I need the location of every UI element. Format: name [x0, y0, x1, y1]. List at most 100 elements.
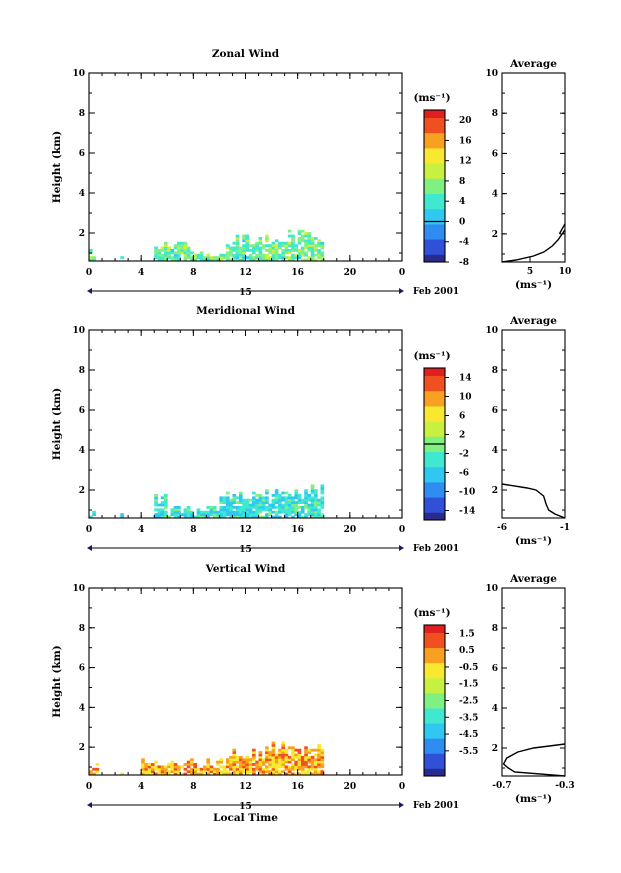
heatmap-cell [222, 253, 227, 257]
heatmap-cell [242, 760, 246, 764]
heatmap-cell [232, 748, 237, 752]
heatmap-cell [225, 760, 230, 764]
heatmap-cell [304, 501, 308, 504]
heatmap-cell [157, 256, 162, 259]
heatmap-cell [278, 763, 282, 766]
heatmap-cell [261, 515, 266, 519]
colorbar-segment [424, 148, 445, 151]
heatmap-cell [281, 498, 286, 502]
heatmap-cell [281, 258, 286, 262]
heatmap-cell [170, 767, 175, 771]
heatmap-cell [245, 770, 250, 774]
average-profile-branch [558, 223, 566, 235]
y-tick-label: 10 [72, 69, 85, 79]
heatmap-cell [238, 760, 243, 764]
heatmap-cell [203, 770, 207, 774]
heatmap-cell [320, 506, 325, 509]
heatmap-cell [278, 508, 282, 512]
colorbar-tick-label: -1.5 [459, 680, 478, 690]
heatmap-cell [235, 246, 240, 250]
heatmap-cell [294, 513, 299, 516]
heatmap-cell [320, 770, 325, 774]
x-tick-label: 16 [291, 268, 304, 278]
heatmap-cell [238, 515, 243, 519]
x-tick-label: 8 [190, 782, 196, 792]
heatmap-cell [265, 508, 269, 512]
heatmap-cell [307, 246, 312, 250]
colorbar-segment [424, 251, 445, 255]
heatmap-cell [320, 484, 325, 488]
heatmap-cell [294, 763, 299, 766]
heatmap-cell [235, 496, 240, 500]
colorbar-tick-label: 6 [459, 412, 465, 422]
average-y-tick-label: 8 [492, 624, 498, 634]
heatmap-cell [271, 758, 276, 762]
colorbar-segment [424, 672, 445, 676]
heatmap-cell [255, 498, 259, 502]
heatmap-cell [274, 249, 279, 252]
heatmap-cell [245, 767, 250, 771]
heatmap-cell [271, 494, 276, 497]
colorbar-segment [424, 750, 445, 754]
heatmap-cell [274, 760, 279, 764]
average-frame [501, 329, 566, 519]
heatmap-cell [186, 763, 191, 766]
average-y-tick-label: 6 [492, 664, 498, 674]
heatmap-cell [173, 251, 178, 255]
heatmap-cell [235, 765, 240, 769]
colorbar-segment [424, 398, 445, 402]
heatmap-cell [219, 258, 224, 262]
heatmap-cell [307, 770, 312, 774]
colorbar-tick-label: 0.5 [459, 646, 475, 656]
heatmap-cell [274, 253, 279, 257]
heatmap-cell [310, 484, 315, 488]
heatmap-cell [258, 494, 263, 497]
heatmap-cell [304, 498, 308, 502]
heatmap-cell [268, 765, 272, 769]
heatmap-cell [206, 513, 211, 516]
heatmap-cell [206, 760, 211, 764]
heatmap-cell [297, 767, 302, 771]
heatmap-cell [284, 249, 289, 252]
heatmap-cell [177, 772, 181, 776]
heatmap-cell [268, 758, 272, 762]
colorbar-segment [424, 461, 445, 465]
colorbar-segment [424, 423, 445, 427]
heatmap-cell [183, 256, 188, 259]
heatmap-cell [193, 256, 197, 259]
average-x-tick-label: 10 [559, 267, 572, 277]
average-title: Average [509, 315, 557, 327]
heatmap-cell [242, 770, 246, 774]
heatmap-cell [173, 513, 178, 516]
heatmap-cell [310, 253, 315, 257]
heatmap-cell [245, 772, 250, 776]
heatmap-cell [160, 765, 165, 769]
heatmap-cell [313, 249, 318, 252]
heatmap-cell [248, 767, 253, 771]
heatmap-cell [173, 253, 178, 257]
heatmap-cell [252, 503, 256, 507]
heatmap-cell [265, 489, 269, 492]
colorbar-segment [424, 428, 445, 432]
heatmap-cell [258, 508, 263, 512]
colorbar-segment [424, 489, 445, 493]
heatmap-cell [190, 772, 194, 776]
heatmap-cell [235, 234, 240, 238]
heatmap-cell [222, 767, 227, 771]
y-tick-label: 8 [79, 109, 85, 119]
heatmap-cell [310, 515, 315, 519]
heatmap-cell [245, 498, 250, 502]
heatmap-cell [313, 498, 318, 502]
heatmap-cell [278, 770, 282, 774]
colorbar-segment [424, 186, 445, 189]
heatmap-cell [252, 758, 256, 762]
colorbar-segment [424, 725, 445, 729]
heatmap-cell [242, 258, 246, 262]
heatmap-cell [225, 758, 230, 762]
heatmap-cell [278, 506, 282, 509]
heatmap-cell [300, 770, 305, 774]
average-panel: Average 2 4 6 8 10 -0.7 -0.3(ms⁻¹) [485, 573, 574, 805]
heatmap-cell [307, 748, 312, 752]
heatmap-cell [317, 760, 321, 764]
heatmap-cell [229, 765, 233, 769]
